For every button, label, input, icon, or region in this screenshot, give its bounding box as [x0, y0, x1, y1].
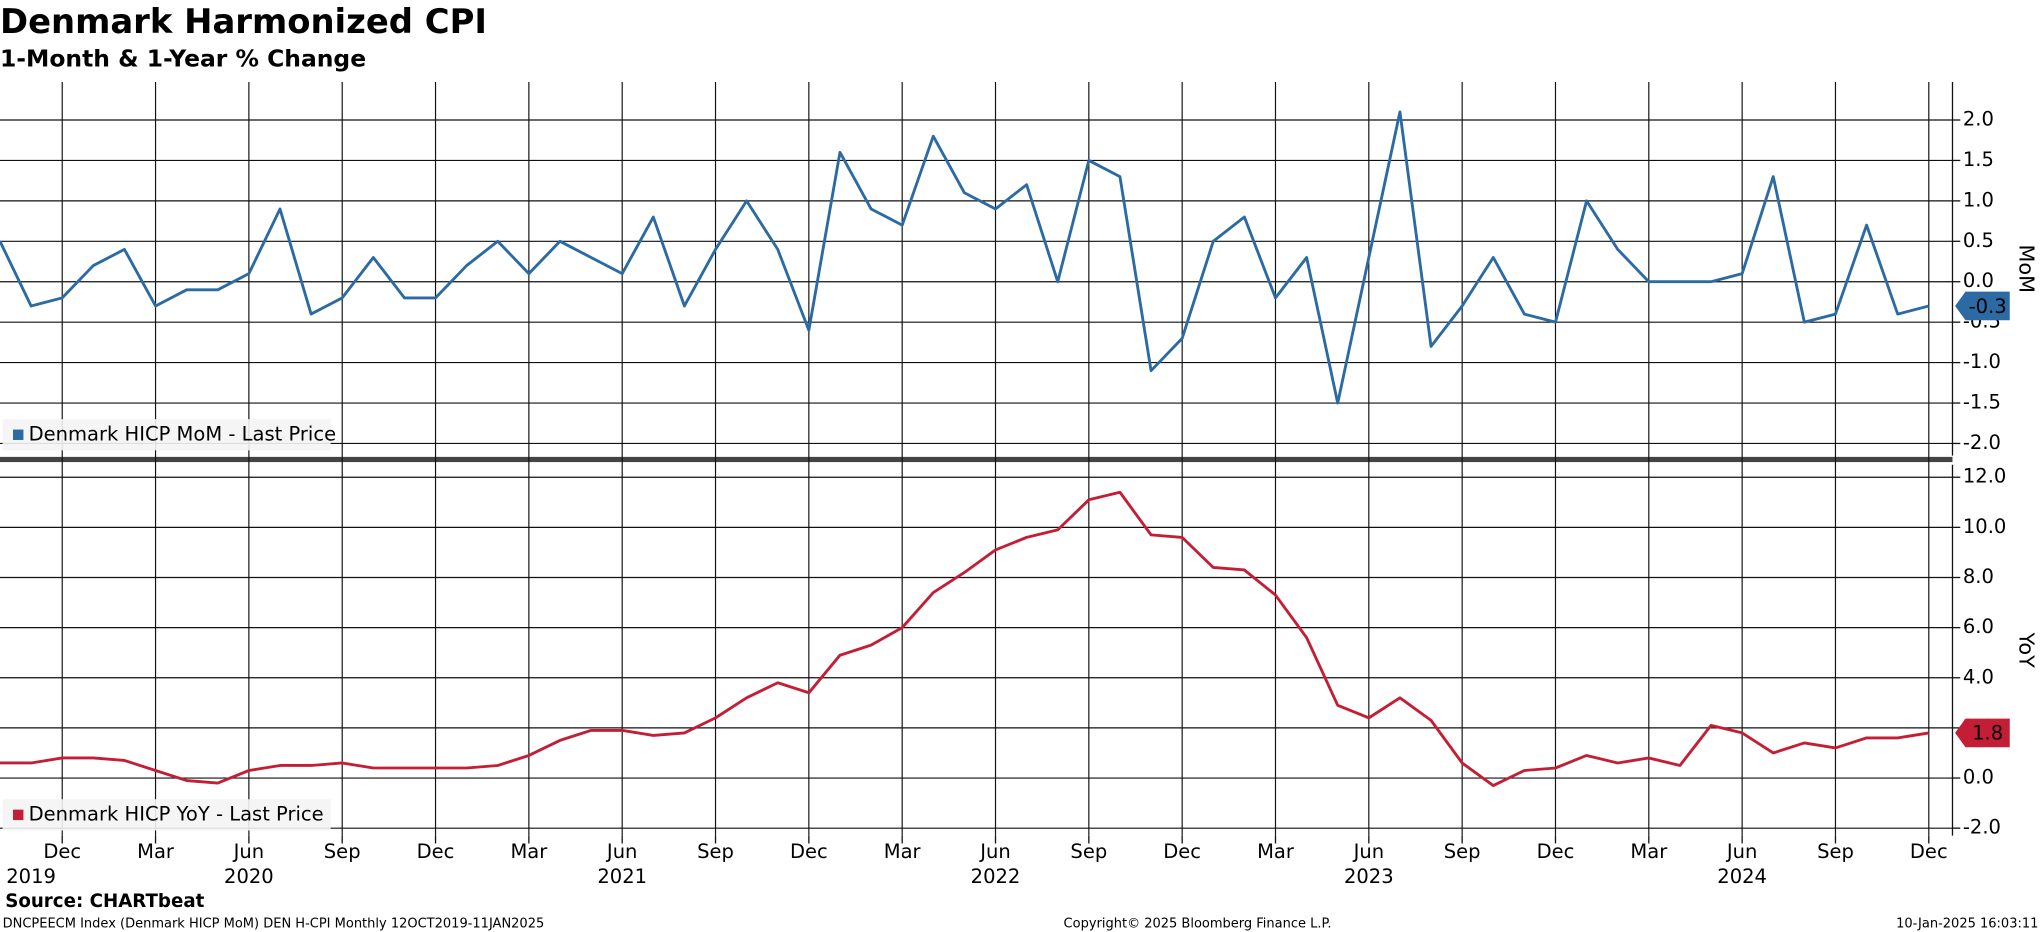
- x-tick-label: Dec: [43, 840, 81, 863]
- y-tick-label: 1.5: [1963, 148, 1994, 171]
- x-tick-label: Jun: [605, 840, 637, 863]
- source: Source: CHARTbeat: [5, 891, 204, 912]
- y-tick-label: -2.0: [1963, 431, 2001, 454]
- x-tick-label: Sep: [1817, 840, 1854, 863]
- x-tick-label: Dec: [1163, 840, 1201, 863]
- legend-background: [2, 799, 331, 831]
- x-tick-label: Dec: [1537, 840, 1575, 863]
- y-tick-label: 4.0: [1963, 665, 1994, 688]
- x-year-label: 2020: [224, 865, 274, 888]
- y-axis-label: MoM: [2014, 244, 2038, 293]
- x-tick-label: Dec: [1910, 840, 1948, 863]
- y-tick-label: 12.0: [1963, 465, 2006, 488]
- timestamp: 10-Jan-2025 16:03:11: [1896, 917, 2038, 932]
- x-year-label: 2023: [1344, 865, 1394, 888]
- y-tick-label: -2.0: [1963, 816, 2001, 839]
- legend-label: Denmark HICP MoM - Last Price: [29, 422, 336, 445]
- y-tick-label: 2.0: [1963, 108, 1994, 131]
- x-tick-label: Mar: [1630, 840, 1668, 863]
- x-year-label: 2021: [597, 865, 647, 888]
- x-tick-label: Sep: [697, 840, 734, 863]
- series-line: [0, 490, 1930, 787]
- y-tick-label: -1.5: [1963, 391, 2001, 414]
- x-tick-label: Mar: [1257, 840, 1295, 863]
- x-tick-label: Mar: [137, 840, 175, 863]
- y-tick-label: 0.0: [1963, 269, 1994, 292]
- x-tick-label: Jun: [1352, 840, 1384, 863]
- x-year-label: 2019: [6, 865, 56, 888]
- x-tick-label: Mar: [510, 840, 548, 863]
- y-tick-label: 1.0: [1963, 188, 1994, 211]
- y-tick-label: 0.0: [1963, 766, 1994, 789]
- chart-title: Denmark Harmonized CPI: [0, 2, 487, 41]
- y-tick-label: 6.0: [1963, 615, 1994, 638]
- copyright: Copyright© 2025 Bloomberg Finance L.P.: [1064, 917, 1332, 932]
- y-tick-label: 10.0: [1963, 515, 2006, 538]
- x-tick-label: Sep: [1070, 840, 1107, 863]
- ticker-note: DNCPEECM Index (Denmark HICP MoM) DEN H-…: [3, 917, 545, 932]
- legend-background: [2, 419, 331, 451]
- x-tick-label: Sep: [324, 840, 361, 863]
- legend-swatch: [13, 429, 24, 440]
- y-tick-label: 0.5: [1963, 229, 1994, 252]
- x-tick-label: Dec: [790, 840, 828, 863]
- x-tick-label: Mar: [884, 840, 922, 863]
- x-tick-label: Dec: [417, 840, 455, 863]
- y-tick-label: -1.0: [1963, 350, 2001, 373]
- y-tick-label: 8.0: [1963, 565, 1994, 588]
- x-tick-label: Jun: [232, 840, 264, 863]
- series-line: [0, 110, 1930, 405]
- last-value-label: -0.3: [1969, 295, 2007, 318]
- x-year-label: 2024: [1717, 865, 1767, 888]
- panel-separator: [0, 456, 1953, 463]
- x-tick-label: Sep: [1444, 840, 1481, 863]
- last-value-label: 1.8: [1972, 722, 2003, 745]
- legend-label: Denmark HICP YoY - Last Price: [29, 802, 324, 825]
- y-axis-label: YoY: [2014, 631, 2038, 668]
- x-tick-label: Jun: [1725, 840, 1757, 863]
- chart-subtitle: 1-Month & 1-Year % Change: [0, 44, 366, 72]
- last-value-badge: [1955, 291, 2010, 321]
- x-tick-label: Jun: [978, 840, 1010, 863]
- x-year-label: 2022: [971, 865, 1021, 888]
- legend-swatch: [13, 809, 24, 821]
- last-value-badge: [1955, 718, 2010, 748]
